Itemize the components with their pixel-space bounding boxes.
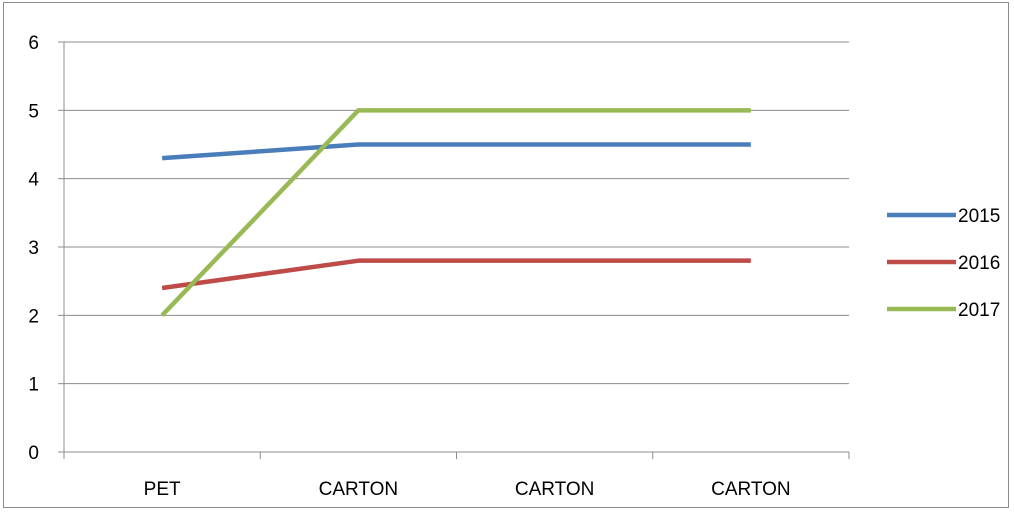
series-line-2017 [160,108,751,317]
y-tick-label: 2 [28,306,39,327]
x-tick-label: PET [144,479,181,500]
y-tick-label: 5 [28,101,39,122]
legend-label-2017: 2017 [958,300,1000,321]
y-tick-label: 0 [28,443,39,464]
series-line-2015 [161,142,751,161]
x-axis-ticks: PET CARTON CARTON CARTON [63,452,850,500]
series-lines [160,108,751,317]
y-tick-label: 3 [28,238,39,259]
chart-frame [3,2,1009,508]
series-line-2016 [161,258,751,291]
legend: 2015 2016 2017 [887,206,1000,321]
x-tick-label: CARTON [319,479,399,500]
legend-label-2015: 2015 [958,206,1000,227]
x-tick-label: CARTON [711,479,791,500]
gridlines [64,41,849,385]
y-tick-label: 4 [28,170,39,191]
y-axis-ticks: 0 1 2 3 4 5 6 [28,33,64,464]
y-tick-label: 6 [28,33,39,54]
legend-label-2016: 2016 [958,253,1000,274]
y-tick-label: 1 [28,375,39,396]
x-tick-label: CARTON [515,479,595,500]
